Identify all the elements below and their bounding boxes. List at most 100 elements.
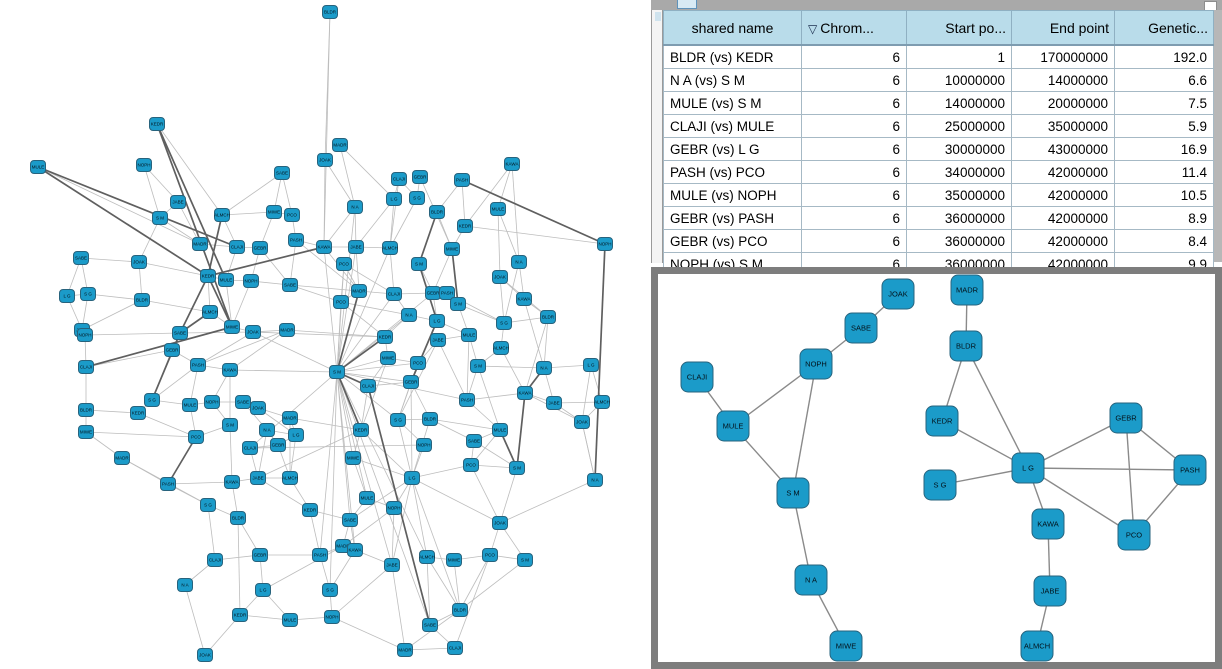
node-shape[interactable] <box>144 393 160 407</box>
network-node[interactable]: PCO <box>482 548 498 562</box>
network-node[interactable]: MADR <box>332 138 348 152</box>
network-node[interactable]: ALMCH <box>594 395 610 409</box>
node-shape[interactable] <box>1011 452 1045 484</box>
network-edge[interactable] <box>84 332 181 336</box>
network-edge[interactable] <box>295 239 360 292</box>
network-node[interactable]: MIWE <box>446 553 462 567</box>
node-shape[interactable] <box>80 287 96 301</box>
network-edge[interactable] <box>289 434 297 479</box>
network-node[interactable]: S M <box>329 365 345 379</box>
node-shape[interactable] <box>504 157 520 171</box>
column-header-start-point[interactable]: Start po... <box>906 10 1012 46</box>
network-edge[interactable] <box>319 371 338 556</box>
node-shape[interactable] <box>252 241 268 255</box>
network-edge[interactable] <box>336 246 357 373</box>
node-shape[interactable] <box>172 326 188 340</box>
node-shape[interactable] <box>1020 630 1054 662</box>
node-shape[interactable] <box>197 648 213 662</box>
network-node[interactable]: L G <box>583 358 599 372</box>
network-node[interactable]: PCO <box>1117 519 1151 551</box>
network-node[interactable]: JOAK <box>492 270 508 284</box>
node-shape[interactable] <box>493 341 509 355</box>
node-shape[interactable] <box>322 583 338 597</box>
network-edge[interactable] <box>323 159 326 248</box>
network-node[interactable]: NOPH <box>324 610 340 624</box>
network-node[interactable]: JOAK <box>492 516 508 530</box>
node-shape[interactable] <box>492 423 508 437</box>
network-node[interactable]: MULE <box>30 160 46 174</box>
network-node[interactable]: KEDR <box>925 405 959 437</box>
network-node[interactable]: PASH <box>312 548 328 562</box>
network-node[interactable]: GEBR <box>412 170 428 184</box>
node-shape[interactable] <box>881 278 915 310</box>
node-shape[interactable] <box>386 501 402 515</box>
network-edge[interactable] <box>336 371 362 431</box>
node-shape[interactable] <box>214 208 230 222</box>
network-node[interactable]: NOPH <box>77 328 93 342</box>
network-edge[interactable] <box>289 239 297 286</box>
node-shape[interactable] <box>583 358 599 372</box>
network-edge[interactable] <box>221 172 283 216</box>
network-node[interactable]: KEDR <box>377 330 393 344</box>
network-node[interactable]: S M <box>450 297 466 311</box>
network-node[interactable]: S G <box>409 191 425 205</box>
node-shape[interactable] <box>1173 454 1207 486</box>
network-node[interactable]: BLDR <box>422 412 438 426</box>
network-node[interactable]: N A <box>347 200 363 214</box>
node-shape[interactable] <box>224 475 240 489</box>
network-edge[interactable] <box>229 424 233 483</box>
network-node[interactable]: PASH <box>160 477 176 491</box>
network-edge[interactable] <box>470 464 501 524</box>
network-node[interactable]: MULE <box>461 328 477 342</box>
network-edge[interactable] <box>289 417 362 431</box>
table-row[interactable]: GEBR (vs) L G 6 30000000 43000000 16.9 <box>663 137 1214 161</box>
network-node[interactable]: S G <box>923 469 957 501</box>
network-edge[interactable] <box>339 144 395 200</box>
network-node[interactable]: MIWE <box>444 242 460 256</box>
network-node[interactable]: SABE <box>73 251 89 265</box>
network-node[interactable]: PASH <box>1173 454 1207 486</box>
node-shape[interactable] <box>401 308 417 322</box>
network-edge[interactable] <box>339 144 356 208</box>
network-edge[interactable] <box>336 301 342 373</box>
network-edge[interactable] <box>179 275 209 334</box>
network-edge[interactable] <box>1125 417 1135 536</box>
node-shape[interactable] <box>594 395 610 409</box>
node-shape[interactable] <box>925 405 959 437</box>
table-row[interactable]: MULE (vs) NOPH 6 35000000 42000000 10.5 <box>663 183 1214 207</box>
network-node[interactable]: NOPH <box>136 158 152 172</box>
network-node[interactable]: SABE <box>466 434 482 448</box>
network-edge[interactable] <box>289 284 360 292</box>
network-node[interactable]: MADR <box>351 284 367 298</box>
network-node[interactable]: GEBR <box>252 548 268 562</box>
network-edge[interactable] <box>85 409 139 414</box>
network-node[interactable]: JABE <box>546 396 562 410</box>
network-edge[interactable] <box>225 279 233 328</box>
node-shape[interactable] <box>222 363 238 377</box>
network-node[interactable]: JOAK <box>245 325 261 339</box>
network-node[interactable]: N A <box>536 361 552 375</box>
network-edge[interactable] <box>360 357 389 431</box>
network-node[interactable]: NOPH <box>204 395 220 409</box>
node-shape[interactable] <box>446 553 462 567</box>
node-shape[interactable] <box>422 618 438 632</box>
network-node[interactable]: PCO <box>284 208 300 222</box>
network-node[interactable]: CLAJI <box>447 641 463 655</box>
node-shape[interactable] <box>430 333 446 347</box>
network-edge[interactable] <box>156 123 223 216</box>
network-node[interactable]: JABE <box>384 558 400 572</box>
node-shape[interactable] <box>202 305 218 319</box>
network-edge[interactable] <box>286 329 386 338</box>
network-edge[interactable] <box>207 504 216 561</box>
network-edge[interactable] <box>355 246 360 292</box>
network-edge[interactable] <box>453 559 461 611</box>
network-node[interactable]: BLDR <box>949 330 983 362</box>
node-shape[interactable] <box>422 412 438 426</box>
node-shape[interactable] <box>190 358 206 372</box>
table-row[interactable]: N A (vs) S M 6 10000000 14000000 6.6 <box>663 68 1214 92</box>
network-edge[interactable] <box>459 559 526 611</box>
table-row[interactable]: GEBR (vs) PASH 6 36000000 42000000 8.9 <box>663 206 1214 230</box>
network-node[interactable]: GEBR <box>252 241 268 255</box>
network-node[interactable]: JABE <box>430 333 446 347</box>
node-shape[interactable] <box>333 295 349 309</box>
